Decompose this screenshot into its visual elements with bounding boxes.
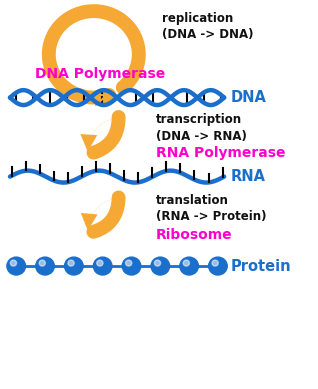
Circle shape — [126, 260, 132, 266]
Circle shape — [10, 260, 17, 266]
Circle shape — [155, 260, 161, 266]
Circle shape — [151, 257, 169, 275]
Circle shape — [93, 257, 112, 275]
Text: translation: translation — [156, 194, 229, 207]
Text: transcription: transcription — [156, 114, 242, 126]
Text: (DNA -> RNA): (DNA -> RNA) — [156, 130, 247, 143]
Circle shape — [122, 257, 141, 275]
Circle shape — [68, 260, 74, 266]
Circle shape — [65, 257, 83, 275]
Text: RNA Polymerase: RNA Polymerase — [156, 146, 285, 160]
Text: DNA: DNA — [230, 90, 266, 105]
Circle shape — [7, 257, 25, 275]
Text: (DNA -> DNA): (DNA -> DNA) — [162, 28, 253, 42]
Circle shape — [39, 260, 45, 266]
Circle shape — [209, 257, 227, 275]
Text: replication: replication — [162, 12, 233, 25]
Text: (RNA -> Protein): (RNA -> Protein) — [156, 210, 266, 223]
Circle shape — [36, 257, 54, 275]
Text: Ribosome: Ribosome — [156, 228, 232, 242]
Circle shape — [180, 257, 198, 275]
Circle shape — [212, 260, 218, 266]
Text: Protein: Protein — [230, 259, 291, 273]
Text: RNA: RNA — [230, 169, 265, 184]
Text: DNA Polymerase: DNA Polymerase — [35, 67, 165, 81]
Circle shape — [183, 260, 190, 266]
Circle shape — [97, 260, 103, 266]
